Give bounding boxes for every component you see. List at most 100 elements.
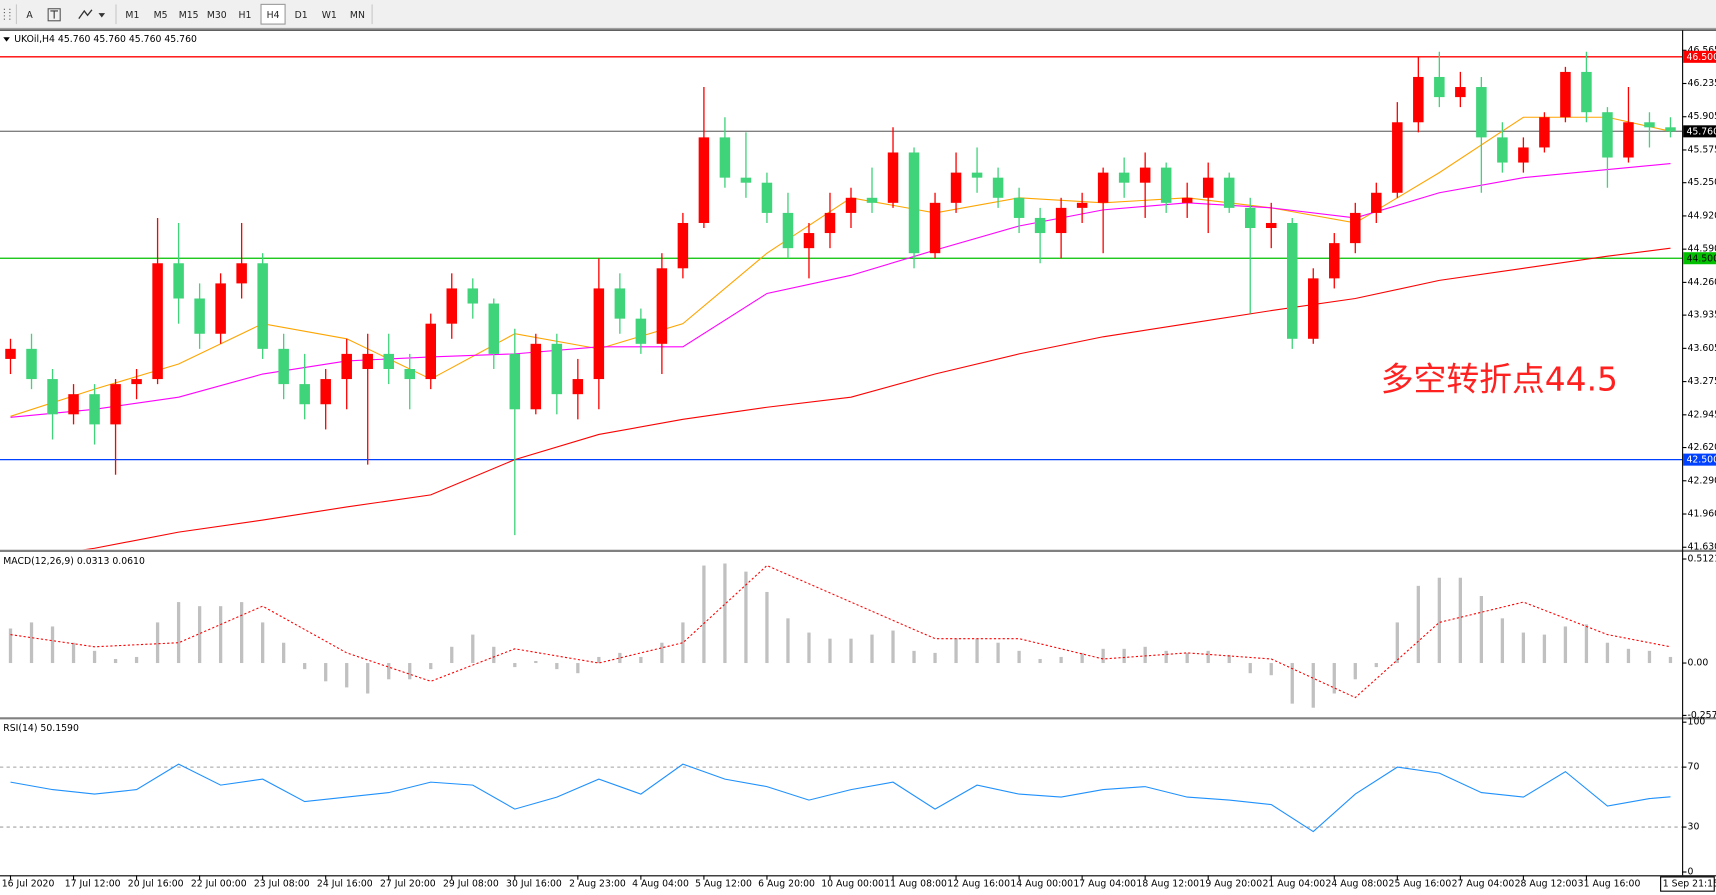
- period-button[interactable]: W1: [322, 10, 337, 21]
- macd-bar: [996, 642, 1000, 664]
- x-tick-label: 31 Aug 16:00: [1578, 879, 1641, 890]
- candle-body: [26, 348, 37, 380]
- macd-bar: [1521, 632, 1526, 664]
- macd-bar: [282, 642, 286, 664]
- level-label-box: [1683, 125, 1716, 138]
- level-label: 42.500: [1686, 455, 1716, 466]
- x-tick-label: 19 Aug 20:00: [1199, 879, 1262, 890]
- shapes-dropdown[interactable]: [78, 9, 106, 19]
- candle-body: [1539, 117, 1550, 148]
- macd-bar: [975, 638, 979, 664]
- candle-body: [404, 368, 415, 380]
- x-tick-label: 23 Jul 08:00: [254, 879, 310, 890]
- period-button[interactable]: M15: [179, 10, 199, 21]
- period-button[interactable]: M5: [154, 10, 168, 21]
- x-tick-label: 6 Aug 20:00: [758, 879, 815, 890]
- macd-bar: [324, 663, 328, 682]
- period-button-pressed[interactable]: [260, 3, 286, 25]
- candle-body: [215, 283, 226, 334]
- y-tick-label: 45.905: [1688, 111, 1716, 122]
- macd-bar: [786, 618, 790, 664]
- y-tick-label: 44.260: [1688, 277, 1716, 288]
- indicator-line: [10, 564, 1671, 699]
- y-tick-label: 44.920: [1688, 210, 1716, 221]
- candle-body: [1076, 202, 1088, 208]
- macd-bar: [660, 642, 664, 664]
- indicator-line: [10, 163, 1671, 418]
- candle-body: [1434, 76, 1445, 98]
- candle-body: [1350, 212, 1361, 244]
- macd-bar: [702, 565, 706, 664]
- candle-body: [173, 263, 184, 299]
- macd-bar: [1248, 663, 1252, 674]
- macd-plot: [8, 563, 1673, 708]
- y-tick-label: 46.235: [1688, 78, 1716, 89]
- label-tool[interactable]: [47, 8, 61, 22]
- macd-header: MACD(12,26,9) 0.0313 0.0610: [3, 556, 145, 567]
- macd-bar: [576, 663, 580, 674]
- macd-bar: [1458, 577, 1462, 664]
- x-tick-label: 11 Aug 08:00: [884, 879, 947, 890]
- y-tick-label: 100: [1688, 717, 1706, 728]
- macd-bar: [1542, 634, 1547, 664]
- candle-body: [194, 298, 205, 334]
- annotation: 多空转折点44.5: [1381, 360, 1618, 398]
- macd-bar: [1017, 650, 1021, 664]
- candle-body: [677, 222, 689, 269]
- macd-bar: [113, 658, 118, 664]
- candle-body: [1160, 167, 1172, 203]
- x-tick-label: 5 Aug 12:00: [695, 879, 752, 890]
- level-label-box: [1683, 453, 1716, 466]
- y-tick-label: 41.630: [1688, 542, 1716, 553]
- indicator-line: [10, 763, 1671, 833]
- macd-bar: [933, 652, 937, 664]
- macd-bar: [1101, 648, 1105, 664]
- period-button[interactable]: M30: [207, 10, 227, 21]
- candle-body: [656, 268, 668, 344]
- text-tool[interactable]: A: [26, 10, 33, 21]
- macd-bar: [1416, 585, 1420, 664]
- y-tick-label: 0.00: [1688, 658, 1709, 669]
- macd-bar: [849, 638, 853, 664]
- candle-body: [236, 263, 247, 284]
- macd-bar: [366, 663, 370, 694]
- macd-bar: [1227, 654, 1231, 664]
- macd-bar: [1626, 648, 1631, 664]
- x-tick-label: 14 Aug 00:00: [1010, 879, 1073, 890]
- candle-body: [1476, 87, 1487, 138]
- y-tick-label: 42.945: [1688, 409, 1716, 420]
- candle-body: [257, 263, 268, 349]
- candle-body: [1623, 122, 1634, 158]
- macd-bar: [1395, 622, 1399, 664]
- x-tick-label: 30 Jul 16:00: [506, 879, 562, 890]
- candle-body: [1455, 87, 1466, 98]
- macd-bar: [1584, 624, 1589, 664]
- indicator-line: [83, 247, 1671, 550]
- y-tick-label: 41.960: [1688, 509, 1716, 520]
- level-label-box: [1683, 252, 1716, 265]
- candle-body: [782, 212, 794, 249]
- macd-bar: [1290, 663, 1294, 704]
- period-button[interactable]: MN: [350, 10, 365, 21]
- candle-body: [572, 379, 584, 395]
- macd-bar: [1269, 663, 1273, 676]
- macd-bar: [1143, 646, 1147, 664]
- symbol-menu-arrow[interactable]: [3, 37, 10, 42]
- candle-body: [1139, 167, 1151, 183]
- crosshair-icon[interactable]: [3, 8, 11, 22]
- period-button[interactable]: H1: [238, 10, 251, 21]
- candle-body: [383, 353, 394, 369]
- period-button[interactable]: H4: [267, 10, 280, 21]
- macd-bar: [681, 622, 685, 664]
- macd-bar: [1185, 652, 1189, 664]
- candle-body: [299, 384, 310, 405]
- period-button[interactable]: D1: [295, 10, 308, 21]
- x-tick-label: 20 Jul 16:00: [128, 879, 184, 890]
- macd-bar: [1080, 652, 1084, 664]
- candle-body: [1097, 172, 1109, 203]
- period-button[interactable]: M1: [125, 10, 139, 21]
- x-tick-label: 25 Aug 16:00: [1389, 879, 1452, 890]
- macd-bar: [618, 652, 622, 664]
- candle-body: [719, 137, 731, 178]
